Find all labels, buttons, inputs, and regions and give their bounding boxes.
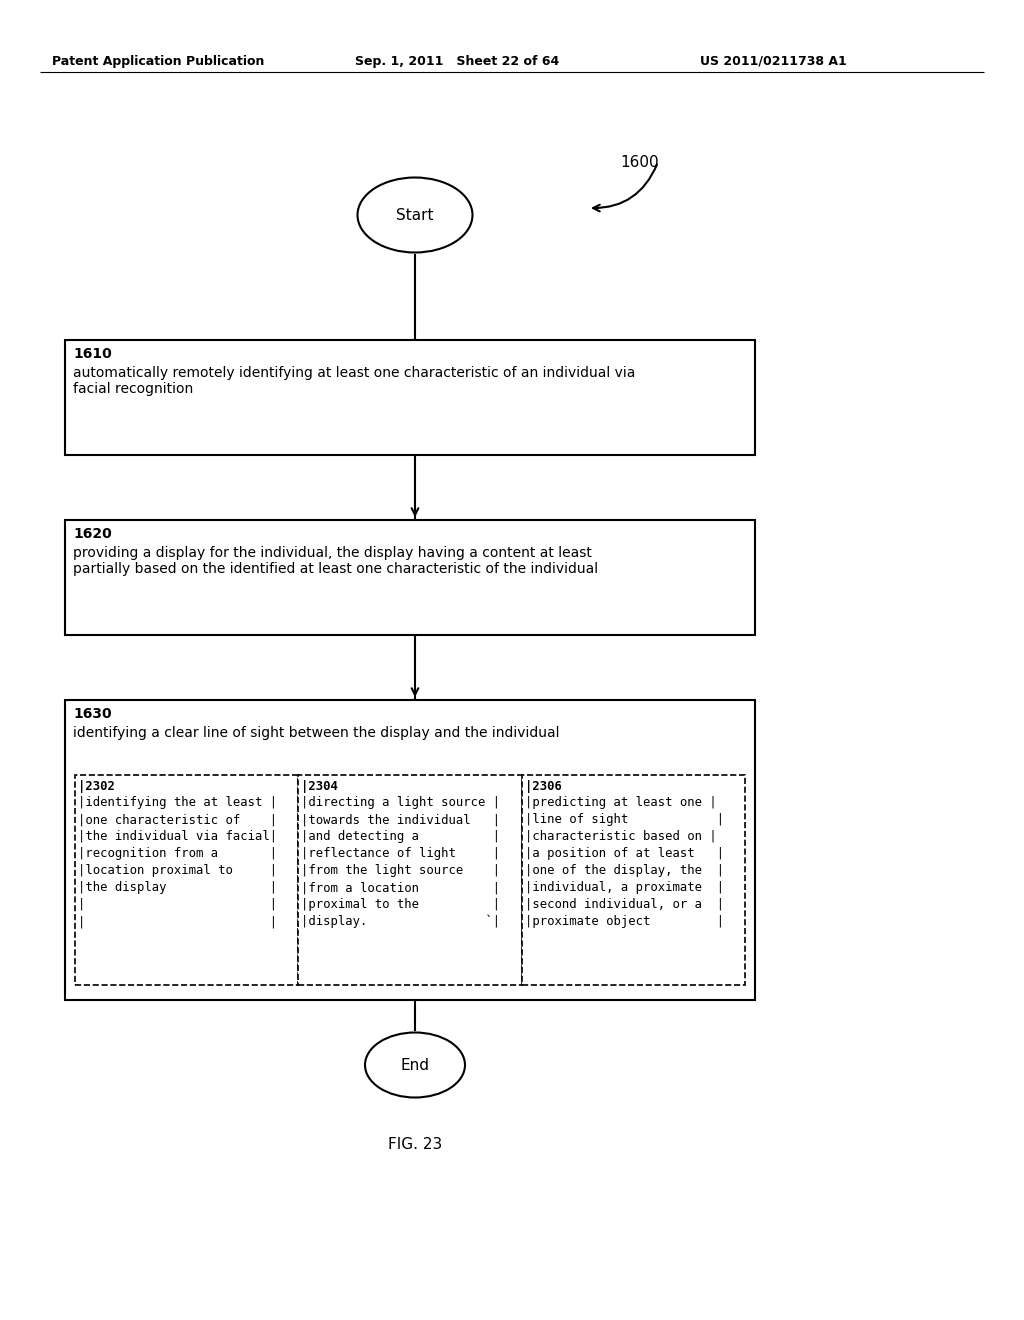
Ellipse shape <box>357 177 472 252</box>
Text: providing a display for the individual, the display having a content at least
pa: providing a display for the individual, … <box>73 546 598 577</box>
Text: |reflectance of light     |: |reflectance of light | <box>301 847 501 861</box>
Text: Start: Start <box>396 207 434 223</box>
Text: |directing a light source |: |directing a light source | <box>301 796 501 809</box>
Ellipse shape <box>365 1032 465 1097</box>
Text: Patent Application Publication: Patent Application Publication <box>52 55 264 69</box>
Text: |location proximal to     |: |location proximal to | <box>78 865 278 876</box>
Bar <box>65 700 755 1001</box>
Bar <box>65 520 755 635</box>
Text: Sep. 1, 2011   Sheet 22 of 64: Sep. 1, 2011 Sheet 22 of 64 <box>355 55 559 69</box>
Text: |a position of at least   |: |a position of at least | <box>524 847 724 861</box>
Text: identifying a clear line of sight between the display and the individual: identifying a clear line of sight betwee… <box>73 726 559 741</box>
Text: automatically remotely identifying at least one characteristic of an individual : automatically remotely identifying at le… <box>73 366 635 396</box>
Text: |proximate object         |: |proximate object | <box>524 915 724 928</box>
Text: |one of the display, the  |: |one of the display, the | <box>524 865 724 876</box>
Text: 1600: 1600 <box>620 154 658 170</box>
Text: |from a location          |: |from a location | <box>301 880 501 894</box>
Text: |characteristic based on |: |characteristic based on | <box>524 830 717 843</box>
Text: |display.                `|: |display. `| <box>301 915 501 928</box>
Text: |individual, a proximate  |: |individual, a proximate | <box>524 880 724 894</box>
Bar <box>75 775 298 985</box>
Text: |predicting at least one |: |predicting at least one | <box>524 796 717 809</box>
Bar <box>298 775 521 985</box>
Text: FIG. 23: FIG. 23 <box>388 1137 442 1152</box>
Text: |2306: |2306 <box>524 780 561 793</box>
Text: |line of sight            |: |line of sight | <box>524 813 724 826</box>
Bar <box>65 341 755 455</box>
Text: |the individual via facial|: |the individual via facial| <box>78 830 278 843</box>
Text: |2302: |2302 <box>78 780 115 793</box>
Text: |second individual, or a  |: |second individual, or a | <box>524 898 724 911</box>
Text: US 2011/0211738 A1: US 2011/0211738 A1 <box>700 55 847 69</box>
Text: |                         |: | | <box>78 898 278 911</box>
Text: |one characteristic of    |: |one characteristic of | <box>78 813 278 826</box>
Text: |2304: |2304 <box>301 780 338 793</box>
Text: 1620: 1620 <box>73 527 112 541</box>
Text: |from the light source    |: |from the light source | <box>301 865 501 876</box>
Bar <box>521 775 745 985</box>
Text: |towards the individual   |: |towards the individual | <box>301 813 501 826</box>
Text: End: End <box>400 1057 429 1072</box>
Text: 1630: 1630 <box>73 708 112 721</box>
Text: |the display              |: |the display | <box>78 880 278 894</box>
Text: |                         |: | | <box>78 915 278 928</box>
Text: |recognition from a       |: |recognition from a | <box>78 847 278 861</box>
Text: |and detecting a          |: |and detecting a | <box>301 830 501 843</box>
Text: 1610: 1610 <box>73 347 112 360</box>
Text: |proximal to the          |: |proximal to the | <box>301 898 501 911</box>
Text: |identifying the at least |: |identifying the at least | <box>78 796 278 809</box>
